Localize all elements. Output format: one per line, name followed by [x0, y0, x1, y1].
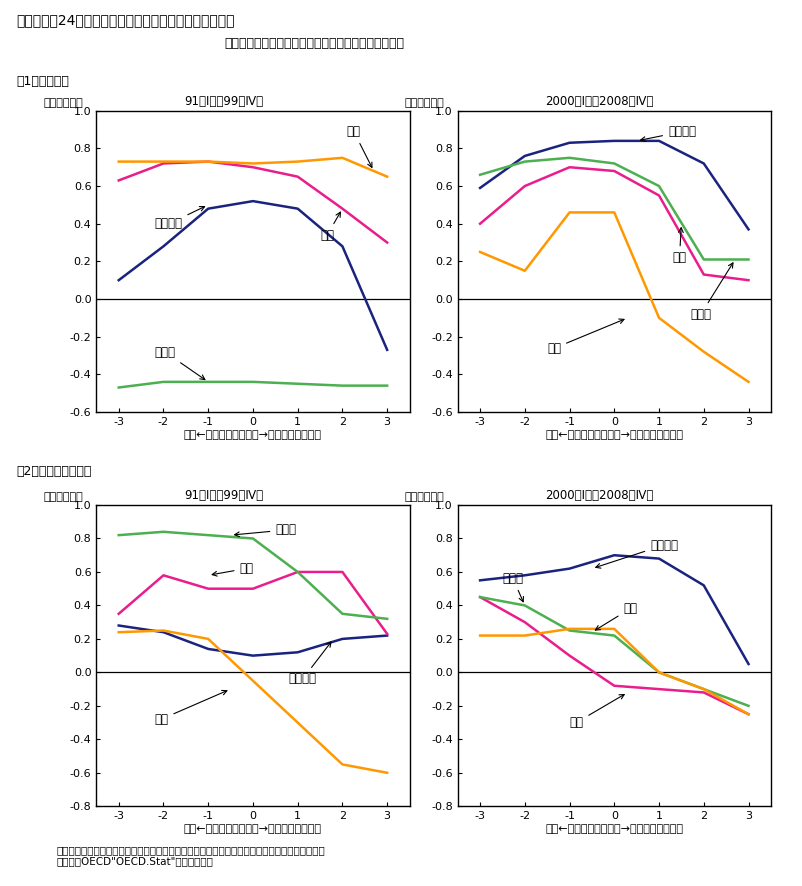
Text: 91年Ⅰ期～99年Ⅳ期: 91年Ⅰ期～99年Ⅳ期: [184, 489, 263, 502]
Text: ドイツ: ドイツ: [502, 572, 523, 602]
Text: （2）一人当たり賃金: （2）一人当たり賃金: [16, 465, 91, 478]
Text: （相関係数）: （相関係数）: [43, 97, 83, 108]
Text: ドイツ: ドイツ: [690, 263, 732, 321]
Text: （相関係数）: （相関係数）: [404, 97, 444, 108]
Text: 英国: 英国: [546, 319, 623, 354]
Text: 2000年Ⅰ期～2008年Ⅳ期: 2000年Ⅰ期～2008年Ⅳ期: [545, 95, 653, 108]
Text: 日本: 日本: [569, 695, 623, 729]
Text: ドイツ: ドイツ: [154, 346, 205, 379]
Text: 英国: 英国: [346, 125, 371, 167]
X-axis label: 先行←　名目ＧＤＰが　→遅行　（四半期）: 先行← 名目ＧＤＰが →遅行 （四半期）: [184, 824, 322, 834]
Text: 英国: 英国: [594, 602, 637, 630]
Text: アメリカ: アメリカ: [640, 125, 695, 142]
X-axis label: 先行←　名目ＧＤＰが　→遅行　（四半期）: 先行← 名目ＧＤＰが →遅行 （四半期）: [545, 430, 683, 439]
Text: （1）雇用者数: （1）雇用者数: [16, 75, 69, 89]
Text: （相関係数）: （相関係数）: [43, 492, 83, 502]
Text: 91年Ⅰ期～99年Ⅳ期: 91年Ⅰ期～99年Ⅳ期: [184, 95, 263, 108]
Text: アメリカ: アメリカ: [289, 642, 330, 686]
Text: （備考）内閣府「国民経済計算」、総務省「労働力調査」、厚生労働省「毎月勤労統計調査」、
　　　　OECD"OECD.Stat"により作成。: （備考）内閣府「国民経済計算」、総務省「労働力調査」、厚生労働省「毎月勤労統計調…: [56, 845, 325, 867]
Text: （相関係数）: （相関係数）: [404, 492, 444, 502]
Text: 日本: 日本: [320, 212, 340, 242]
Text: アメリカ: アメリカ: [154, 206, 205, 230]
Text: 日本: 日本: [212, 562, 253, 576]
Text: 2000年Ⅰ期～2008年Ⅳ期: 2000年Ⅰ期～2008年Ⅳ期: [545, 489, 653, 502]
Text: アメリカ: アメリカ: [595, 539, 677, 568]
Text: 英国: 英国: [154, 690, 227, 726]
Text: ドイツ: ドイツ: [234, 524, 296, 537]
Text: 日本: 日本: [671, 228, 686, 264]
Text: 第２－１－24図　主要国の雇用関係指標の先行遅行関係: 第２－１－24図 主要国の雇用関係指標の先行遅行関係: [16, 13, 234, 27]
Text: 雇用者数が名目ＧＤＰに対して遅行する傾向は一般的: 雇用者数が名目ＧＤＰに対して遅行する傾向は一般的: [225, 37, 404, 51]
X-axis label: 先行←　名目ＧＤＰが　→遅行　（四半期）: 先行← 名目ＧＤＰが →遅行 （四半期）: [184, 430, 322, 439]
X-axis label: 先行←　名目ＧＤＰが　→遅行　（四半期）: 先行← 名目ＧＤＰが →遅行 （四半期）: [545, 824, 683, 834]
